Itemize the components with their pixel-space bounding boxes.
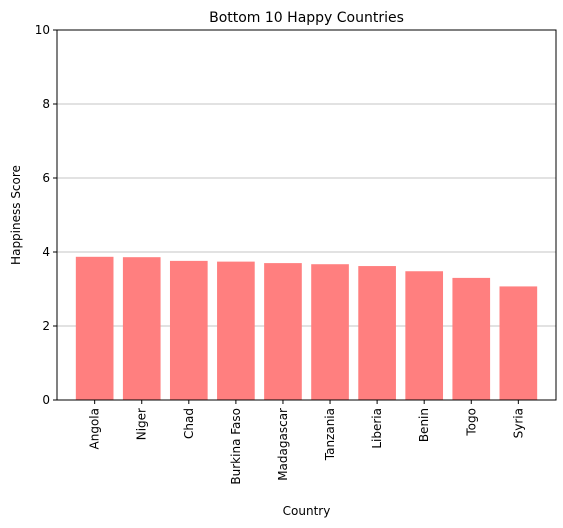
x-axis-title: Country [283,504,331,518]
y-tick-label: 8 [42,97,50,111]
y-tick-label: 6 [42,171,50,185]
x-tick-label: Syria [511,408,525,438]
bar-chad [169,260,208,400]
y-axis-ticks: 0 2 4 6 8 10 [35,23,57,407]
x-tick-label: Angola [88,408,102,449]
chart-title: Bottom 10 Happy Countries [209,10,404,26]
y-axis-title: Happiness Score [9,165,23,265]
bar-togo [452,277,491,400]
x-tick-label: Niger [135,408,149,440]
y-tick-label: 4 [42,245,50,259]
bar-burkina-faso [217,261,255,400]
bar-tanzania [311,264,349,400]
y-tick-label: 10 [35,23,50,37]
x-axis-ticks: Angola Niger Chad Burkina Faso Madagascar Tan… [88,400,525,485]
bar-liberia [358,266,396,400]
x-tick-label: Chad [182,408,196,439]
x-tick-label: Liberia [370,408,384,449]
y-tick-label: 0 [42,393,50,407]
plot-frame [56,29,557,401]
bar-niger [122,257,161,400]
x-tick-label: Togo [464,408,478,437]
x-tick-label: Burkina Faso [229,408,243,485]
bar-benin [405,271,444,400]
y-tick-label: 2 [42,319,50,333]
bar-madagascar [264,263,302,400]
x-tick-label: Tanzania [323,408,337,461]
bar-syria [499,286,538,400]
bars [75,256,538,400]
x-tick-label: Benin [417,408,431,442]
x-tick-label: Madagascar [276,408,290,481]
bar-angola [75,256,114,400]
